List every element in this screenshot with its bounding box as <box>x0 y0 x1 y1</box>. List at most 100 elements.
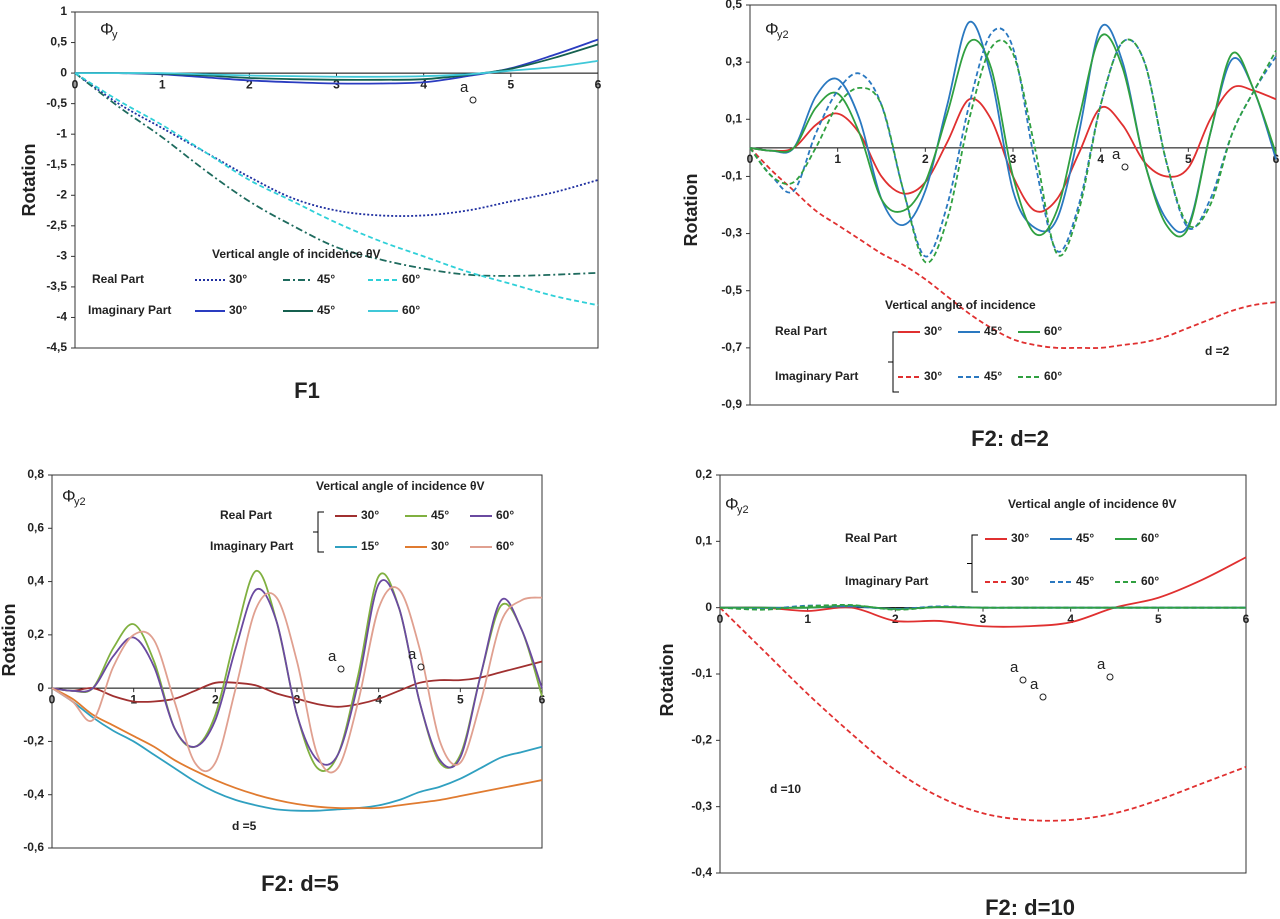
x-tick-label: 2 <box>246 77 253 91</box>
x-tick-label: 0 <box>72 77 79 91</box>
x-tick-label: 1 <box>804 612 811 626</box>
y-tick-label: -2 <box>56 187 67 201</box>
legend-label: 60° <box>496 508 514 522</box>
legend-title: Vertical angle of incidence θV <box>316 479 485 493</box>
legend-title: Vertical angle of incidence <box>885 298 1036 312</box>
panel-symbol: Φ <box>725 494 739 513</box>
y-tick-label: 0 <box>37 680 44 694</box>
legend-label: 45° <box>431 508 449 522</box>
x-tick-label: 0 <box>747 152 754 166</box>
series-line <box>51 660 543 708</box>
series-line <box>51 579 543 769</box>
legend-brace <box>313 511 324 553</box>
y-tick-label: -0,3 <box>721 226 742 240</box>
y-tick-label: -4 <box>56 310 67 324</box>
y-tick-label: -4,5 <box>46 340 67 354</box>
y-axis-label: Rotation <box>681 174 701 247</box>
legend-label: 45° <box>317 303 335 317</box>
plot-frame <box>749 4 1277 406</box>
y-tick-label: -0,9 <box>721 397 742 411</box>
annotation-mark <box>417 663 425 671</box>
y-tick-label: 0 <box>705 600 712 614</box>
x-tick-label: 1 <box>159 77 166 91</box>
legend-title: Vertical angle of incidence θV <box>1008 497 1177 511</box>
annotation-mark <box>469 96 477 104</box>
y-tick-label: -2,5 <box>46 218 67 232</box>
annotation-mark <box>1019 676 1027 684</box>
legend-label: 45° <box>1076 574 1094 588</box>
annotation: a <box>1010 659 1019 676</box>
annotation: d =5 <box>232 819 257 833</box>
legend-label: 45° <box>984 369 1002 383</box>
y-tick-label: 0,1 <box>725 111 742 125</box>
y-tick-label: 0,8 <box>27 467 44 481</box>
y-tick-label: -1 <box>56 126 67 140</box>
y-tick-label: 0,6 <box>27 520 44 534</box>
legend-label: 60° <box>496 539 514 553</box>
x-tick-label: 2 <box>922 152 929 166</box>
annotation: a <box>460 79 469 96</box>
series-line <box>719 607 1247 822</box>
panel-symbol: Φ <box>100 19 114 38</box>
legend-group: Imaginary Part <box>88 303 171 317</box>
series-line <box>51 586 543 774</box>
series-line <box>749 38 1277 264</box>
chart-title: F2: d=2 <box>971 426 1049 451</box>
legend-label: 60° <box>1141 531 1159 545</box>
annotation: a <box>1112 146 1121 163</box>
x-tick-label: 5 <box>507 77 514 91</box>
legend-label: 45° <box>984 324 1002 338</box>
legend-group: Imaginary Part <box>210 539 293 553</box>
annotation: a <box>328 648 337 665</box>
y-tick-label: 0,2 <box>695 467 712 481</box>
panel-symbol-sub: y <box>112 29 118 41</box>
y-tick-label: -0,5 <box>721 283 742 297</box>
y-axis-label: Rotation <box>19 144 39 217</box>
x-tick-label: 6 <box>539 692 546 706</box>
legend-label: 30° <box>1011 574 1029 588</box>
legend-label: 60° <box>402 272 420 286</box>
y-tick-label: -0,7 <box>721 340 742 354</box>
annotation-mark <box>1121 163 1129 171</box>
series-line <box>749 147 1277 349</box>
chart-title: F2: d=10 <box>985 895 1075 919</box>
x-tick-label: 3 <box>980 612 987 626</box>
legend-label: 60° <box>1044 324 1062 338</box>
y-tick-label: 0,3 <box>725 54 742 68</box>
series-line <box>75 59 599 78</box>
legend-group: Imaginary Part <box>775 369 858 383</box>
legend-label: 30° <box>229 303 247 317</box>
x-tick-label: 5 <box>1155 612 1162 626</box>
legend-label: 45° <box>1076 531 1094 545</box>
x-tick-label: 4 <box>1067 612 1074 626</box>
legend-label: 30° <box>924 324 942 338</box>
y-axis-label: Rotation <box>0 604 19 677</box>
x-tick-label: 0 <box>49 692 56 706</box>
series-line <box>719 604 1246 610</box>
x-tick-label: 3 <box>1010 152 1017 166</box>
y-tick-label: 0,4 <box>27 574 44 588</box>
x-tick-label: 0 <box>717 612 724 626</box>
legend-label: 30° <box>229 272 247 286</box>
legend-brace <box>967 534 978 593</box>
x-tick-label: 2 <box>892 612 899 626</box>
legend-brace <box>888 331 899 393</box>
y-tick-label: -3,5 <box>46 279 67 293</box>
annotation-mark <box>1106 673 1114 681</box>
chart-title: F1 <box>294 378 320 403</box>
panel-symbol-sub: y2 <box>74 496 86 508</box>
panel-symbol: Φ <box>62 486 76 505</box>
series-line <box>51 687 543 810</box>
annotation: a <box>1097 656 1106 673</box>
legend-group: Real Part <box>92 272 144 286</box>
panel-symbol-sub: y2 <box>737 504 749 516</box>
legend-label: 30° <box>431 539 449 553</box>
x-tick-label: 5 <box>1185 152 1192 166</box>
chart-title: F2: d=5 <box>261 871 339 896</box>
legend-group: Real Part <box>775 324 827 338</box>
plot-frame <box>74 11 599 349</box>
series-line <box>51 687 543 812</box>
x-tick-label: 1 <box>834 152 841 166</box>
y-tick-label: 1 <box>60 4 67 18</box>
y-tick-label: -0,2 <box>23 734 44 748</box>
